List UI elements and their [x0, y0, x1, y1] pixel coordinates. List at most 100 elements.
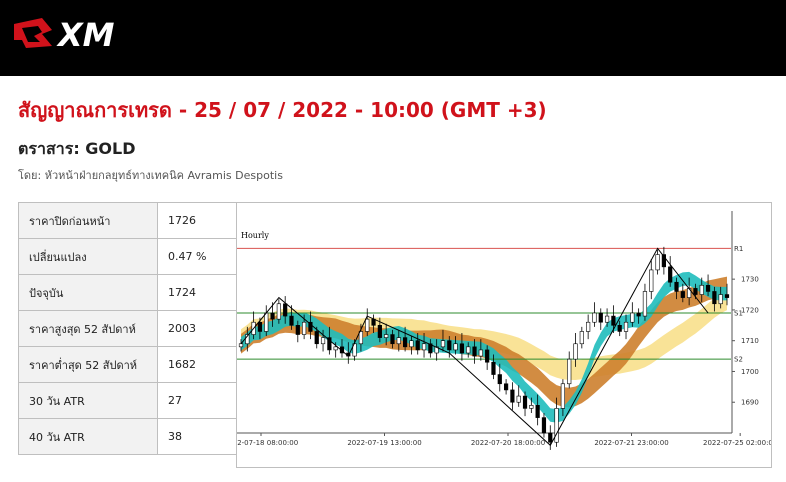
fast-ma-band: [241, 271, 727, 423]
zigzag-line: [240, 247, 709, 447]
candle-body: [459, 343, 465, 354]
xm-logo[interactable]: XM: [12, 14, 142, 56]
row-value: 0.47 %: [157, 238, 237, 275]
candle-body: [497, 374, 502, 385]
top-banner: XM: [0, 0, 786, 76]
candle-body: [548, 432, 553, 443]
candle-body: [579, 331, 584, 345]
candle-body: [472, 346, 477, 357]
row-label: 30 วัน ATR: [18, 382, 158, 419]
candle-body: [289, 315, 294, 326]
candle-body: [409, 340, 414, 348]
candle-body: [428, 343, 433, 354]
candle-body: [693, 288, 698, 295]
row-label: ราคาปิดก่อนหน้า: [18, 202, 158, 239]
candle-body: [592, 312, 597, 323]
candle-body: [308, 321, 313, 332]
price-chart: R1 S1 S2 1690 1700 1710 1720 1730 2022-07-18 08:…: [236, 202, 772, 468]
chart-svg: R1 S1 S2 1690 1700 1710 1720 1730 2022-07-18 08:…: [237, 203, 771, 467]
row-label: ราคาต่ำสุด 52 สัปดาห์: [18, 346, 158, 383]
candle-body: [516, 395, 521, 403]
candle-body: [636, 312, 641, 317]
row-label: 40 วัน ATR: [18, 418, 158, 455]
candle-body: [415, 340, 420, 351]
candle-body: [276, 303, 281, 320]
level-label-s2: S2: [734, 356, 743, 364]
candle-body: [491, 361, 496, 375]
candle-body: [503, 383, 509, 391]
table-row: ราคาสูงสุด 52 สัปดาห์ 2003: [18, 310, 237, 347]
table-row: 40 วัน ATR 38: [18, 418, 237, 455]
candle-body: [403, 337, 408, 348]
candle-body: [377, 325, 382, 338]
level-label-r1: R1: [734, 245, 743, 253]
price-stats-table: ราคาปิดก่อนหน้า 1726 เปลี่ยนแปลง 0.47 % …: [18, 202, 237, 455]
candle-body: [699, 285, 704, 295]
candle-body: [295, 325, 300, 335]
candle-body: [264, 312, 269, 332]
candle-body: [567, 358, 572, 385]
candle-body: [705, 285, 711, 292]
candle-body: [604, 315, 610, 323]
candle-body: [522, 395, 528, 409]
candle-body: [724, 294, 730, 298]
xm-logo-text: XM: [56, 16, 115, 52]
table-row: 30 วัน ATR 27: [18, 382, 237, 419]
row-value: 1682: [157, 346, 237, 383]
row-value: 1724: [157, 274, 237, 311]
candle-body: [630, 312, 635, 323]
row-label: ปัจจุบัน: [18, 274, 158, 311]
candle-body: [365, 318, 370, 332]
candle-body: [440, 340, 446, 348]
candle-body: [611, 315, 616, 326]
candle-body: [453, 343, 458, 351]
page-title: สัญญาณการเทรด - 25 / 07 / 2022 - 10:00 (…: [18, 98, 547, 122]
candle-body: [541, 417, 547, 434]
row-value: 1726: [157, 202, 237, 239]
candle-body: [655, 254, 660, 271]
candle-body: [718, 294, 723, 305]
candle-body: [623, 321, 629, 332]
candle-body: [674, 281, 679, 292]
candle-body: [314, 331, 319, 345]
table-row: เปลี่ยนแปลง 0.47 %: [18, 238, 237, 275]
candle-body: [478, 349, 483, 357]
row-value: 27: [157, 382, 237, 419]
x-tick-label: 2022-07-21 23:00:00: [594, 439, 668, 447]
row-label: เปลี่ยนแปลง: [18, 238, 158, 275]
level-label-s1: S1: [734, 310, 743, 318]
author-byline: โดย: หัวหน้าฝ่ายกลยุทธ์ทางเทคนิค Avramis…: [18, 169, 283, 182]
y-tick-label: 1730: [741, 276, 759, 284]
candle-body: [617, 325, 622, 332]
candle-body: [390, 334, 395, 345]
candle-body: [712, 291, 717, 305]
y-tick-label: 1710: [741, 337, 759, 345]
candle-body: [327, 337, 332, 351]
candle-body: [245, 334, 250, 345]
table-row: ราคาต่ำสุด 52 สัปดาห์ 1682: [18, 346, 237, 383]
y-tick-label: 1690: [741, 399, 759, 407]
candle-body: [535, 405, 540, 418]
row-label: ราคาสูงสุด 52 สัปดาห์: [18, 310, 158, 347]
row-value: 38: [157, 418, 237, 455]
candle-body: [573, 343, 578, 360]
candle-body: [333, 346, 338, 351]
candle-body: [529, 405, 534, 409]
x-tick-label: 2022-07-18 08:00:00: [237, 439, 298, 447]
x-tick-label: 2022-07-20 18:00:00: [471, 439, 545, 447]
candle-body: [384, 334, 389, 338]
candle-body: [447, 340, 452, 351]
candle-body: [371, 318, 376, 326]
candle-body: [466, 346, 471, 354]
candle-body: [560, 383, 565, 409]
table-row: ราคาปิดก่อนหน้า 1726: [18, 202, 237, 239]
candle-body: [257, 321, 263, 332]
candle-body: [238, 343, 244, 348]
candle-body: [642, 291, 648, 317]
timeframe-label: Hourly: [241, 231, 269, 240]
candle-body: [339, 346, 345, 354]
row-value: 2003: [157, 310, 237, 347]
candle-body: [510, 389, 515, 403]
candle-body: [668, 266, 673, 283]
candle-body: [270, 312, 275, 320]
